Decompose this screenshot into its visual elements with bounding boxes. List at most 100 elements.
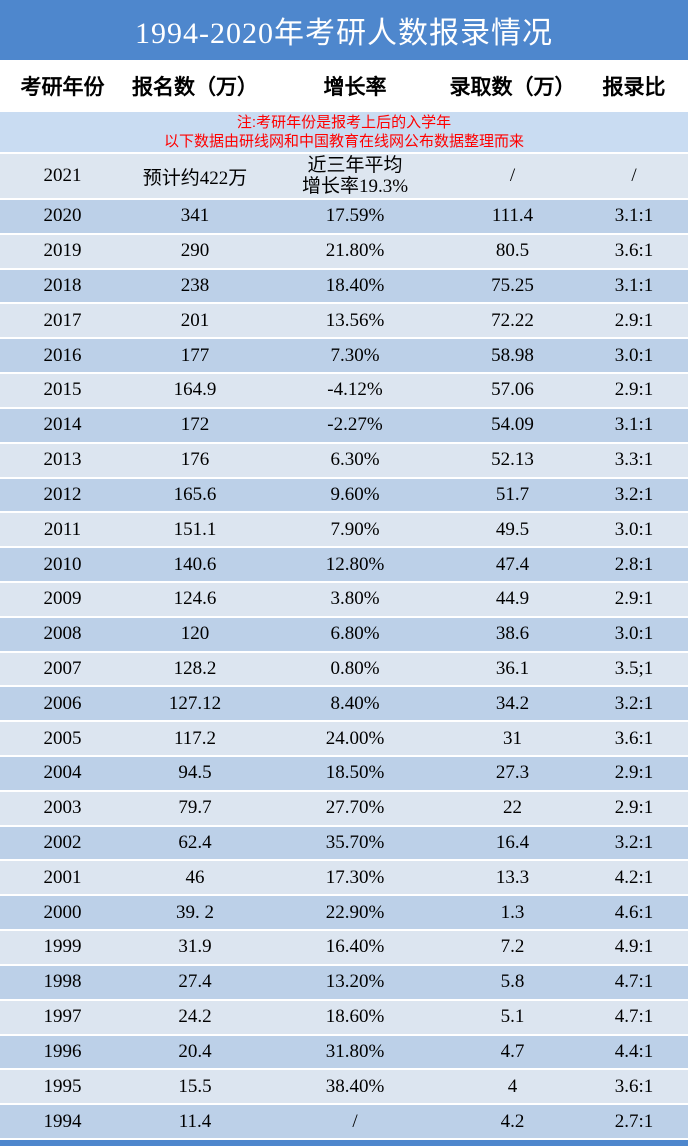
admitted-cell: 49.5 (495, 518, 530, 540)
table-row: 2009 124.6 3.80% 44.9 2.9:1 (0, 582, 688, 618)
table-row: 2004 94.5 18.50% 27.3 2.9:1 (0, 757, 688, 792)
ratio-cell: 3.1:1 (614, 205, 654, 227)
ratio-cell: 3.1:1 (614, 414, 654, 436)
growth-cell: 31.80% (325, 1040, 385, 1062)
ratio-cell: 3.6:1 (614, 727, 654, 749)
admitted-cell: 27.3 (495, 762, 530, 784)
applicants-cell: 172 (180, 414, 210, 436)
applicants-cell: 27.4 (178, 971, 212, 993)
growth-cell: 9.60% (330, 483, 380, 505)
growth-cell: 7.90% (330, 518, 380, 540)
ratio-cell: 3.6:1 (614, 1075, 654, 1097)
applicants-cell: 238 (180, 275, 210, 297)
applicants-cell: 预计约422万 (142, 167, 248, 189)
ratio-cell: / (631, 165, 637, 186)
table-row: 1996 20.4 31.80% 4.7 4.4:1 (0, 1035, 688, 1071)
note-banner: 注:考研年份是报考上后的入学年 以下数据由研线网和中国教育在线网公布数据整理而来 (0, 112, 688, 154)
ratio-cell: 4.9:1 (614, 936, 654, 958)
table-row: 2013 176 6.30% 52.13 3.3:1 (0, 443, 688, 479)
ratio-cell: 4.2:1 (614, 866, 654, 888)
growth-cell: 18.60% (325, 1006, 385, 1028)
ratio-cell: 3.0:1 (614, 518, 654, 540)
growth-cell: 近三年平均 增长率19.3% (265, 155, 445, 197)
growth-cell: -4.12% (327, 379, 383, 401)
growth-cell: 35.70% (325, 832, 385, 854)
admitted-cell: 34.2 (495, 692, 530, 714)
table-row: 2017 201 13.56% 72.22 2.9:1 (0, 304, 688, 340)
year-cell: 2020 (43, 205, 82, 227)
ratio-cell: 4.7:1 (614, 1006, 654, 1028)
applicants-cell: 15.5 (178, 1075, 212, 1097)
applicants-cell: 140.6 (173, 553, 217, 575)
year-cell: 2000 (43, 901, 82, 923)
applicants-cell: 290 (180, 240, 210, 262)
applicants-cell: 128.2 (173, 657, 217, 679)
growth-cell: 16.40% (325, 936, 385, 958)
applicants-cell: 20.4 (178, 1040, 212, 1062)
admitted-cell: 31 (503, 727, 522, 749)
ratio-cell: 2.9:1 (614, 762, 654, 784)
applicants-cell: 151.1 (173, 518, 217, 540)
column-header-admitted: 录取数（万） (449, 75, 576, 99)
year-cell: 2011 (43, 518, 82, 540)
growth-cell: 38.40% (325, 1075, 385, 1097)
applicants-cell: 46 (185, 866, 205, 888)
ratio-cell: 3.1:1 (614, 275, 654, 297)
year-cell: 2001 (43, 866, 82, 888)
table-row: 2016 177 7.30% 58.98 3.0:1 (0, 339, 688, 375)
year-cell: 2005 (43, 727, 82, 749)
column-header-growth: 增长率 (323, 75, 387, 99)
ratio-cell: 3.0:1 (614, 623, 654, 645)
growth-line-1: 近三年平均 (307, 155, 403, 176)
year-cell: 2003 (43, 797, 82, 819)
applicants-cell: 165.6 (173, 483, 217, 505)
applicants-cell: 39. 2 (176, 901, 214, 923)
year-cell: 2016 (43, 344, 82, 366)
table-row: 2006 127.12 8.40% 34.2 3.2:1 (0, 687, 688, 723)
table-row: 2003 79.7 27.70% 22 2.9:1 (0, 791, 688, 827)
admitted-cell: 22 (503, 797, 522, 819)
applicants-cell: 164.9 (173, 379, 217, 401)
year-cell: 2008 (43, 623, 82, 645)
growth-cell: 8.40% (330, 692, 380, 714)
year-cell: 2006 (43, 692, 82, 714)
year-cell: 2010 (43, 553, 82, 575)
applicants-cell: 120 (180, 623, 210, 645)
column-header-row: 考研年份 报名数（万） 增长率 录取数（万） 报录比 (0, 60, 688, 112)
table-row: 1998 27.4 13.20% 5.8 4.7:1 (0, 965, 688, 1001)
year-cell: 1996 (43, 1040, 82, 1062)
admitted-cell: 16.4 (495, 832, 530, 854)
note-line-1: 注:考研年份是报考上后的入学年 (236, 114, 452, 131)
table-body: 2020 341 17.59% 111.4 3.1:1 2019 290 21.… (0, 200, 688, 1140)
admitted-cell: 72.22 (491, 309, 534, 331)
admitted-cell: 58.98 (491, 344, 534, 366)
column-header-year: 考研年份 (20, 75, 105, 99)
ratio-cell: 4.4:1 (614, 1040, 654, 1062)
growth-cell: 17.59% (325, 205, 385, 227)
ratio-cell: 3.2:1 (614, 483, 654, 505)
growth-cell: 17.30% (325, 866, 385, 888)
applicants-cell: 79.7 (178, 797, 212, 819)
table-row: 2018 238 18.40% 75.25 3.1:1 (0, 269, 688, 305)
ratio-cell: 2.9:1 (614, 588, 654, 610)
ratio-cell: 3.2:1 (614, 692, 654, 714)
table-row: 2015 164.9 -4.12% 57.06 2.9:1 (0, 374, 688, 409)
table-row: 1999 31.9 16.40% 7.2 4.9:1 (0, 931, 688, 966)
year-cell: 2019 (43, 240, 82, 262)
admitted-cell: 4.7 (500, 1040, 525, 1062)
admitted-cell: 57.06 (491, 379, 534, 401)
applicants-cell: 94.5 (178, 762, 212, 784)
ratio-cell: 3.0:1 (614, 344, 654, 366)
admitted-cell: 1.3 (500, 901, 525, 923)
year-cell: 1994 (43, 1110, 82, 1132)
growth-cell: 27.70% (325, 797, 385, 819)
admitted-cell: 7.2 (500, 936, 525, 958)
ratio-cell: 3.3:1 (614, 449, 654, 471)
year-cell: 2004 (43, 762, 82, 784)
ratio-cell: 3.6:1 (614, 240, 654, 262)
title-bar: 1994-2020年考研人数报录情况 (0, 0, 688, 60)
admitted-cell: 52.13 (491, 449, 534, 471)
admitted-cell: 111.4 (491, 205, 534, 227)
admitted-cell: 80.5 (495, 240, 530, 262)
ratio-cell: 4.6:1 (614, 901, 654, 923)
